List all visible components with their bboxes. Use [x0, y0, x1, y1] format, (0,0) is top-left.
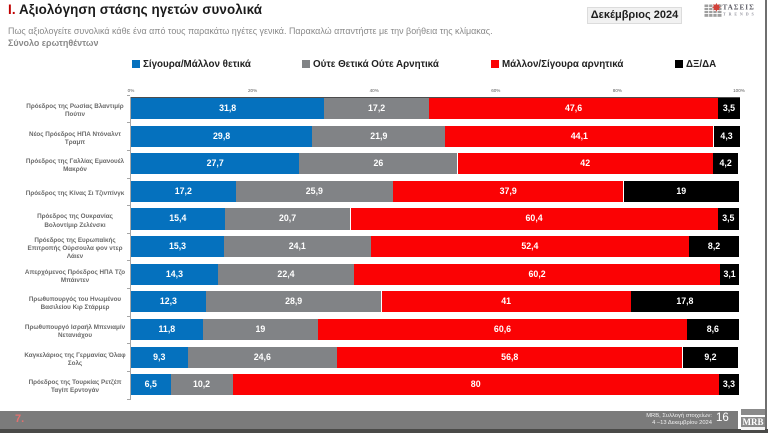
svg-text:TRENDS: TRENDS [723, 12, 757, 17]
svg-text:ΤΑΣΕΙΣ: ΤΑΣΕΙΣ [723, 4, 755, 12]
